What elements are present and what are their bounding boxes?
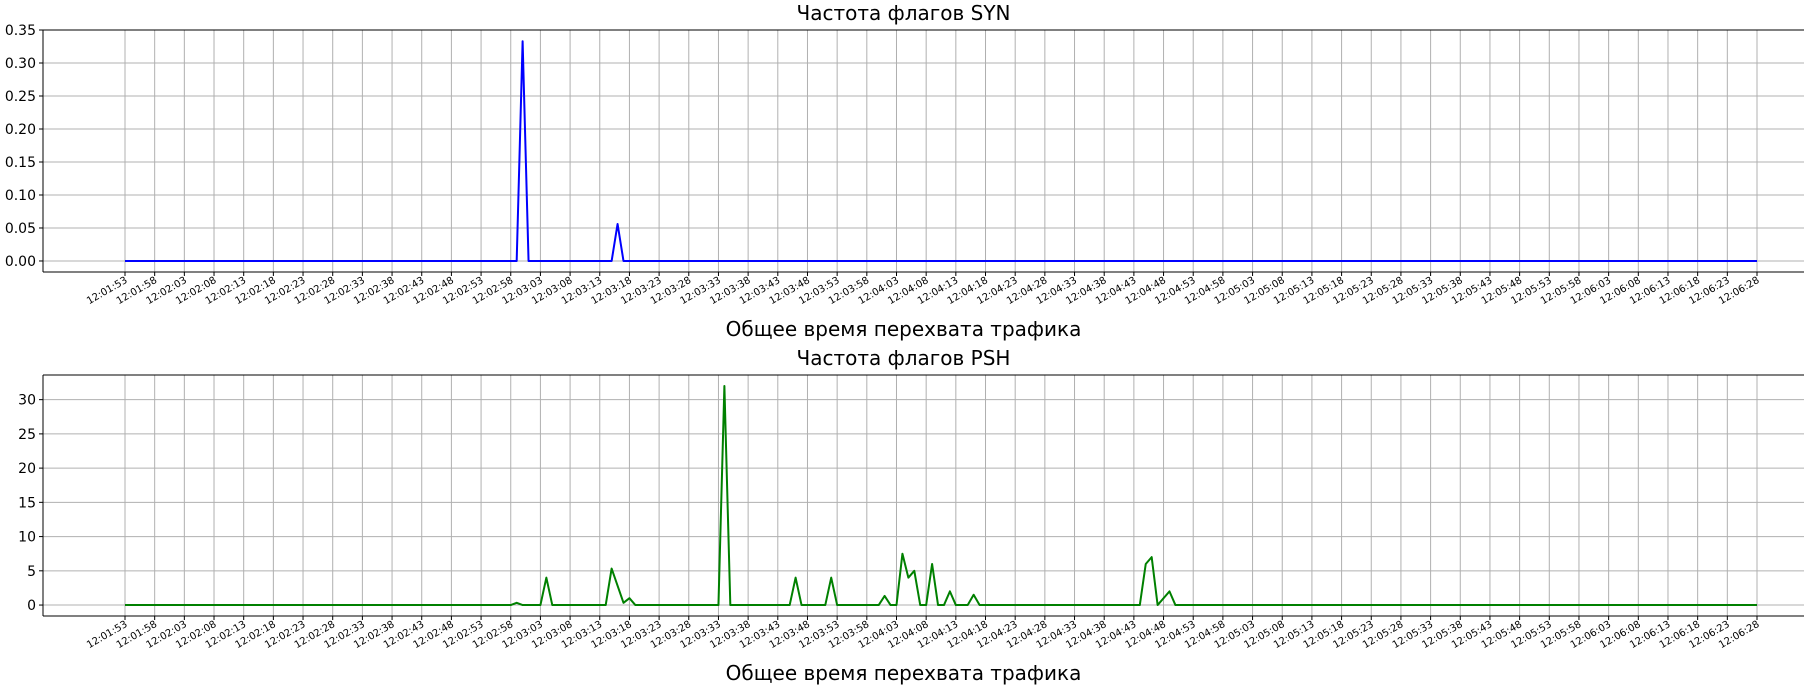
chart1-title: Частота флагов PSH — [797, 346, 1011, 370]
chart1-xlabel: Общее время перехвата трафика — [726, 661, 1082, 685]
chart1-series-line — [125, 384, 1757, 607]
chart1-ytick-label: 0 — [27, 598, 36, 614]
chart1-group: Частота флагов PSH12:01:5312:01:5812:02:… — [18, 346, 1804, 685]
chart0-ytick-label: 0.00 — [5, 254, 36, 270]
chart0-ytick-label: 0.20 — [5, 122, 36, 138]
chart0-ytick-label: 0.25 — [5, 89, 36, 105]
chart0-ytick-label: 0.15 — [5, 155, 36, 171]
chart0-group: Частота флагов SYN12:01:5312:01:5812:02:… — [5, 1, 1804, 341]
chart1-ytick-label: 15 — [18, 495, 36, 511]
chart1-ytick-label: 25 — [18, 427, 36, 443]
chart1-ytick-label: 10 — [18, 530, 36, 546]
chart0-ytick-label: 0.35 — [5, 23, 36, 39]
chart0-ytick-label: 0.30 — [5, 56, 36, 72]
chart0-ytick-label: 0.05 — [5, 221, 36, 237]
chart0-series-line — [125, 40, 1757, 262]
chart1-ytick-label: 20 — [18, 461, 36, 477]
chart1-ytick-label: 5 — [27, 564, 36, 580]
chart0-ytick-label: 0.10 — [5, 188, 36, 204]
chart1-ytick-label: 30 — [18, 393, 36, 409]
chart0-xlabel: Общее время перехвата трафика — [726, 317, 1082, 341]
chart0-title: Частота флагов SYN — [796, 1, 1010, 25]
